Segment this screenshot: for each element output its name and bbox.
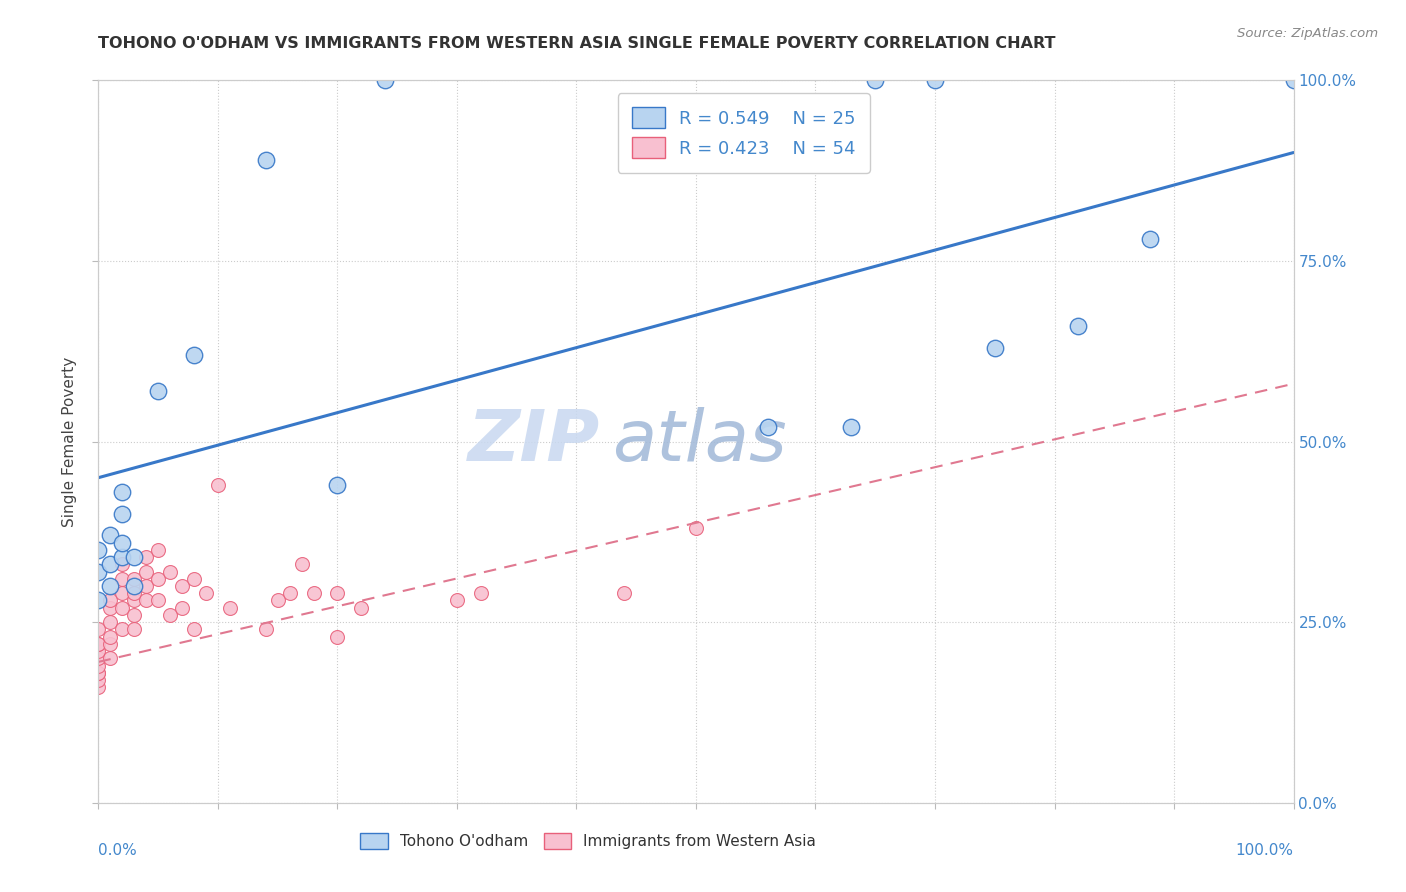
Point [446,593,468,607]
Point [756,420,779,434]
Y-axis label: Single Female Poverty: Single Female Poverty [62,357,77,526]
Point [124,572,146,586]
Point [87,637,110,651]
Point [87,644,110,658]
Point [124,607,146,622]
Point [148,384,170,398]
Point [350,600,373,615]
Point [111,558,134,572]
Point [111,572,134,586]
Point [98,558,122,572]
Point [111,600,134,615]
Point [111,623,134,637]
Point [207,478,229,492]
Point [159,607,181,622]
Text: 0.0%: 0.0% [98,843,138,857]
Text: TOHONO O'ODHAM VS IMMIGRANTS FROM WESTERN ASIA SINGLE FEMALE POVERTY CORRELATION: TOHONO O'ODHAM VS IMMIGRANTS FROM WESTER… [98,36,1056,51]
Point [124,593,146,607]
Text: 100.0%: 100.0% [1236,843,1294,857]
Legend: Tohono O'odham, Immigrants from Western Asia: Tohono O'odham, Immigrants from Western … [353,825,824,856]
Text: ZIP: ZIP [468,407,600,476]
Point [924,73,946,87]
Point [291,558,314,572]
Point [470,586,492,600]
Point [374,73,396,87]
Point [326,586,349,600]
Text: Source: ZipAtlas.com: Source: ZipAtlas.com [1237,27,1378,40]
Point [111,586,134,600]
Point [87,651,110,665]
Point [98,600,122,615]
Point [87,665,110,680]
Point [183,348,205,362]
Point [111,535,134,549]
Point [135,593,157,607]
Point [1139,232,1161,246]
Point [685,521,707,535]
Point [135,550,157,565]
Point [326,630,349,644]
Point [87,565,110,579]
Point [254,623,277,637]
Point [98,637,122,651]
Point [172,579,194,593]
Point [98,615,122,630]
Point [111,485,134,500]
Point [87,542,110,557]
Point [1067,318,1090,333]
Point [87,623,110,637]
Point [87,637,110,651]
Point [111,507,134,521]
Point [87,658,110,673]
Point [278,586,301,600]
Point [124,586,146,600]
Point [841,420,863,434]
Point [219,600,242,615]
Point [124,579,146,593]
Point [98,528,122,542]
Point [984,341,1007,355]
Point [98,630,122,644]
Text: atlas: atlas [613,407,787,476]
Point [254,153,277,167]
Point [1282,73,1305,87]
Point [87,673,110,687]
Point [98,593,122,607]
Point [326,478,349,492]
Point [613,586,636,600]
Point [183,572,205,586]
Point [111,550,134,565]
Point [302,586,325,600]
Point [183,623,205,637]
Point [87,593,110,607]
Point [148,572,170,586]
Point [172,600,194,615]
Point [124,550,146,565]
Point [267,593,290,607]
Point [148,542,170,557]
Point [98,651,122,665]
Point [148,593,170,607]
Point [124,623,146,637]
Point [159,565,181,579]
Point [865,73,887,87]
Point [135,565,157,579]
Point [195,586,218,600]
Point [87,680,110,694]
Point [135,579,157,593]
Point [87,665,110,680]
Point [98,579,122,593]
